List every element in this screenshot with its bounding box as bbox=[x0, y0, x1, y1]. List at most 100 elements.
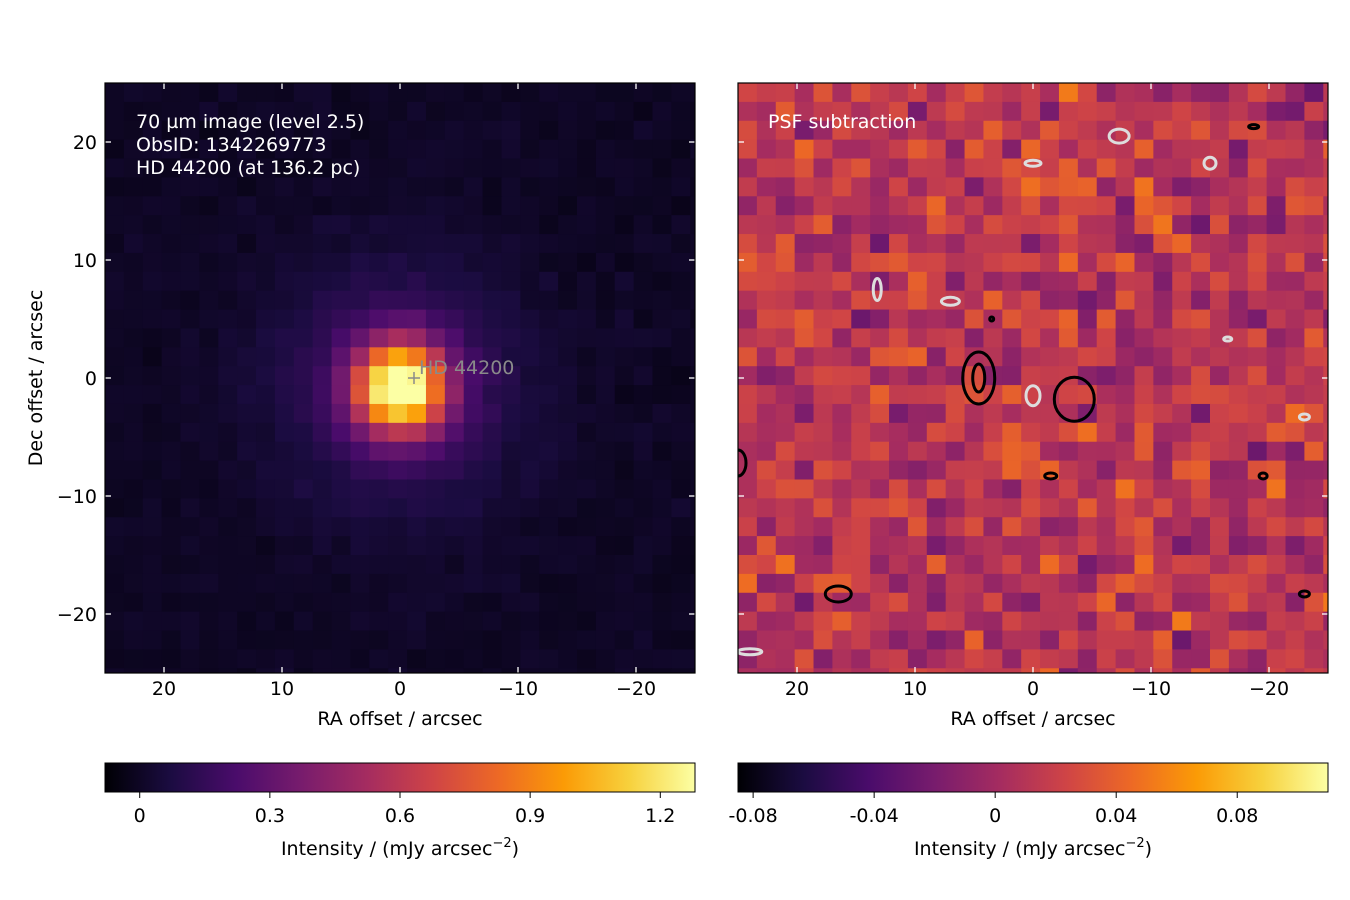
residual-pixel bbox=[945, 271, 966, 292]
residual-pixel bbox=[1191, 215, 1211, 235]
heatmap-pixel bbox=[463, 385, 484, 405]
residual-pixel bbox=[851, 177, 871, 197]
residual-pixel bbox=[1134, 196, 1154, 216]
heatmap-pixel bbox=[425, 517, 446, 537]
colorbar-tick-label: -0.08 bbox=[729, 805, 778, 827]
residual-pixel bbox=[1304, 271, 1324, 292]
residual-pixel bbox=[1323, 441, 1328, 462]
heatmap-pixel bbox=[407, 309, 427, 330]
heatmap-pixel bbox=[331, 215, 352, 235]
heatmap-pixel bbox=[482, 234, 503, 254]
heatmap-pixel bbox=[274, 498, 295, 518]
heatmap-pixel bbox=[520, 177, 540, 197]
heatmap-pixel bbox=[350, 271, 370, 292]
heatmap-pixel bbox=[539, 611, 559, 632]
residual-pixel bbox=[926, 385, 947, 405]
right-panel: 20 10 0 −10 −20 PSF subtraction RA offset / … bbox=[737, 82, 1329, 730]
residual-pixel bbox=[1134, 555, 1154, 575]
residual-pixel bbox=[1040, 328, 1060, 348]
residual-pixel bbox=[1266, 177, 1287, 197]
residual-pixel bbox=[1115, 498, 1136, 518]
heatmap-pixel bbox=[199, 668, 219, 673]
residual-pixel bbox=[1191, 252, 1211, 273]
residual-pixel bbox=[1323, 158, 1328, 178]
residual-pixel bbox=[756, 366, 777, 386]
residual-pixel bbox=[1134, 252, 1154, 273]
heatmap-pixel bbox=[161, 328, 182, 348]
residual-pixel bbox=[1115, 177, 1136, 197]
residual-pixel bbox=[926, 573, 947, 594]
heatmap-pixel bbox=[614, 309, 635, 330]
residual-pixel bbox=[1021, 422, 1041, 443]
heatmap-pixel bbox=[407, 479, 427, 499]
residual-pixel bbox=[1266, 101, 1287, 122]
y-tick-label: 20 bbox=[73, 132, 97, 154]
residual-pixel bbox=[832, 271, 852, 292]
residual-pixel bbox=[1021, 101, 1041, 122]
heatmap-pixel bbox=[350, 403, 370, 424]
heatmap-pixel bbox=[293, 83, 314, 103]
residual-pixel bbox=[1096, 517, 1117, 537]
heatmap-pixel bbox=[142, 479, 163, 499]
heatmap-pixel bbox=[539, 139, 559, 160]
heatmap-pixel bbox=[350, 83, 370, 103]
heatmap-pixel bbox=[671, 290, 691, 311]
heatmap-pixel bbox=[520, 403, 540, 424]
heatmap-pixel bbox=[369, 120, 389, 141]
residual-pixel bbox=[983, 611, 1003, 632]
residual-pixel bbox=[1304, 573, 1324, 594]
residual-pixel bbox=[756, 422, 777, 443]
residual-pixel bbox=[926, 592, 947, 613]
heatmap-pixel bbox=[444, 573, 465, 594]
residual-pixel bbox=[1172, 347, 1192, 367]
residual-pixel bbox=[775, 139, 796, 160]
residual-pixel bbox=[870, 215, 890, 235]
residual-pixel bbox=[1191, 158, 1211, 178]
residual-pixel bbox=[1172, 290, 1192, 311]
residual-pixel bbox=[1002, 460, 1022, 481]
residual-pixel bbox=[1172, 83, 1192, 103]
heatmap-pixel bbox=[595, 460, 616, 481]
heatmap-pixel bbox=[256, 328, 276, 348]
heatmap-pixel bbox=[633, 403, 654, 424]
heatmap-pixel bbox=[142, 517, 163, 537]
residual-pixel bbox=[1266, 630, 1287, 650]
residual-pixel bbox=[1134, 177, 1154, 197]
residual-pixel bbox=[945, 460, 966, 481]
heatmap-pixel bbox=[293, 366, 314, 386]
residual-pixel bbox=[1247, 101, 1268, 122]
heatmap-pixel bbox=[652, 498, 672, 518]
heatmap-pixel bbox=[237, 517, 257, 537]
heatmap-pixel bbox=[539, 252, 559, 273]
residual-pixel bbox=[1040, 668, 1060, 673]
residual-pixel bbox=[889, 234, 909, 254]
heatmap-pixel bbox=[690, 441, 695, 462]
residual-pixel bbox=[832, 177, 852, 197]
residual-pixel bbox=[1096, 422, 1117, 443]
heatmap-pixel bbox=[539, 573, 559, 594]
heatmap-pixel bbox=[652, 630, 672, 650]
heatmap-pixel bbox=[407, 668, 427, 673]
residual-pixel bbox=[1058, 441, 1079, 462]
heatmap-pixel bbox=[180, 460, 200, 481]
residual-pixel bbox=[756, 252, 777, 273]
heatmap-pixel bbox=[671, 611, 691, 632]
residual-pixel bbox=[1266, 460, 1287, 481]
residual-pixel bbox=[1096, 668, 1117, 673]
heatmap-pixel bbox=[293, 290, 314, 311]
negative-contour bbox=[1222, 335, 1234, 343]
heatmap-pixel bbox=[199, 252, 219, 273]
residual-pixel bbox=[870, 592, 890, 613]
heatmap-pixel bbox=[520, 347, 540, 367]
residual-pixel bbox=[983, 460, 1003, 481]
residual-pixel bbox=[832, 403, 852, 424]
heatmap-pixel bbox=[501, 290, 521, 311]
heatmap-pixel bbox=[388, 611, 408, 632]
residual-pixel bbox=[1304, 668, 1324, 673]
right-contours bbox=[738, 123, 1311, 657]
residual-pixel bbox=[1323, 479, 1328, 499]
residual-pixel bbox=[945, 536, 966, 556]
heatmap-pixel bbox=[161, 252, 182, 273]
heatmap-pixel bbox=[520, 649, 540, 669]
residual-pixel bbox=[1021, 592, 1041, 613]
